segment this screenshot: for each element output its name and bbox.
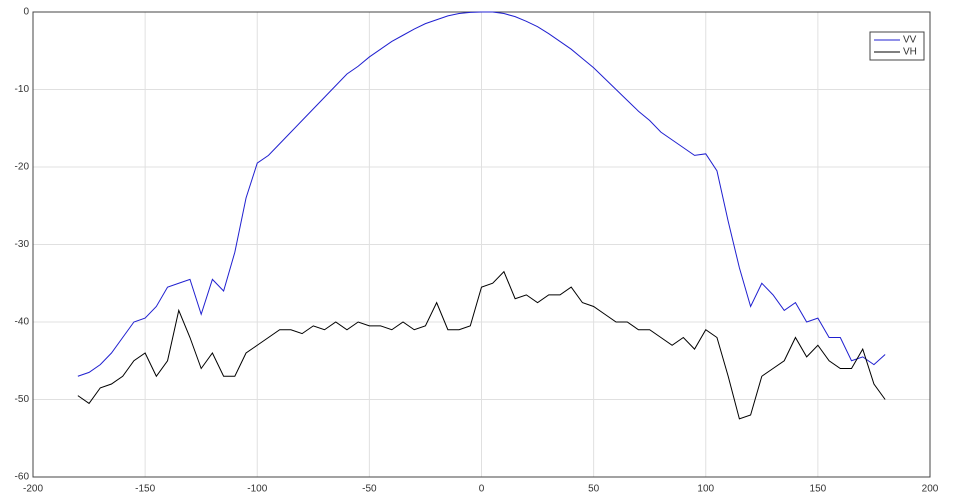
- x-tick-label: 100: [697, 484, 714, 495]
- y-tick-label: -10: [15, 84, 30, 95]
- y-tick-label: -60: [15, 472, 30, 483]
- legend-label: VV: [903, 35, 917, 46]
- series-line: [77, 270, 886, 420]
- legend-box: [869, 31, 925, 61]
- x-tick-label: -150: [135, 484, 155, 495]
- x-tick-label: 50: [588, 484, 600, 495]
- y-tick-label: -50: [15, 394, 30, 405]
- y-tick-label: -20: [15, 162, 30, 173]
- y-tick-label: -30: [15, 239, 30, 250]
- legend-label: VH: [903, 47, 917, 58]
- x-tick-label: 150: [810, 484, 827, 495]
- y-tick-label: 0: [23, 7, 29, 18]
- x-tick-label: -50: [362, 484, 377, 495]
- x-tick-label: 200: [922, 484, 939, 495]
- x-tick-label: -200: [23, 484, 43, 495]
- x-tick-label: 0: [479, 484, 485, 495]
- y-tick-label: -40: [15, 317, 30, 328]
- series-line: [77, 11, 886, 377]
- x-tick-label: -100: [247, 484, 267, 495]
